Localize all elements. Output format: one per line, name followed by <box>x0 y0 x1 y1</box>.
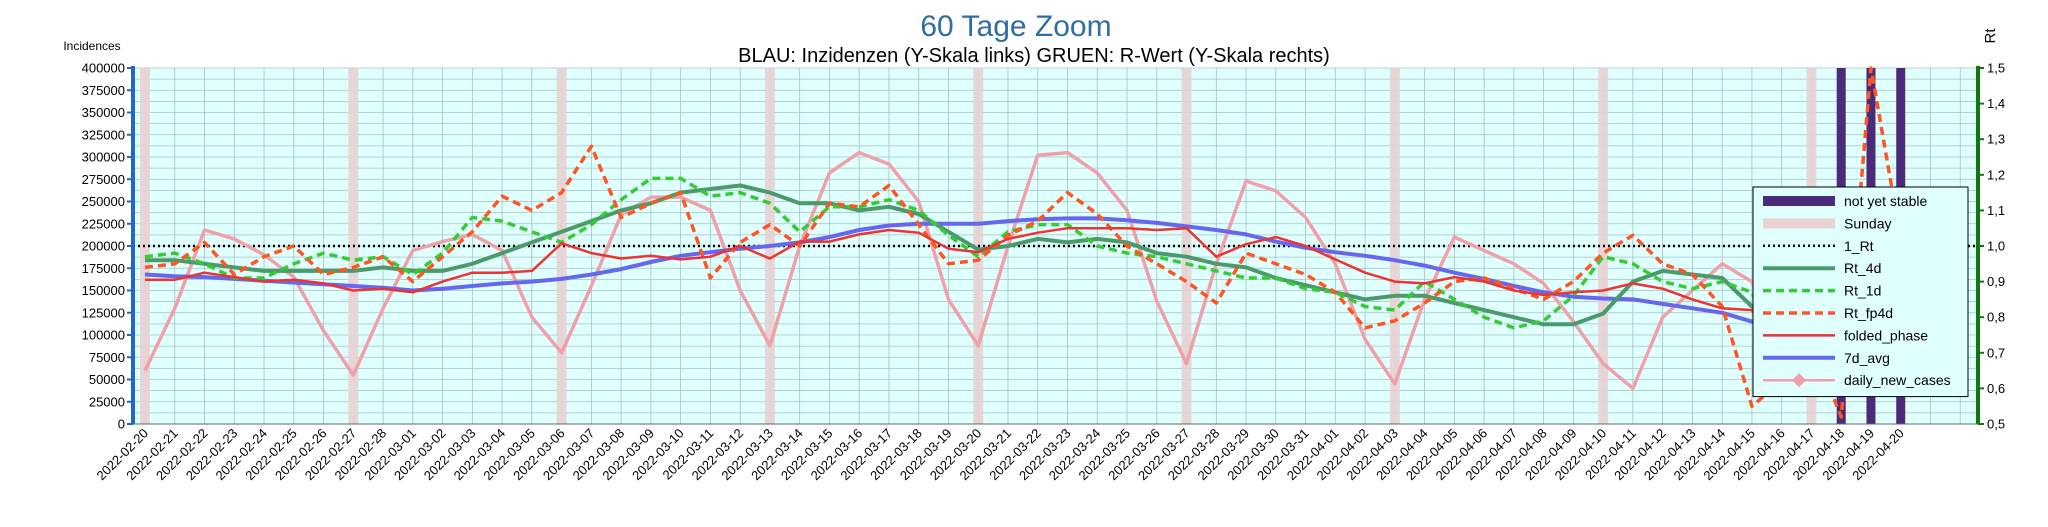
legend-label: folded_phase <box>1844 327 1928 343</box>
y2-tick-label: 0,6 <box>1987 381 2005 396</box>
legend-label: Sunday <box>1844 215 1891 231</box>
y-axis-label: Incidences <box>63 39 120 53</box>
y-tick-label: 225000 <box>82 216 125 231</box>
legend-label: not yet stable <box>1844 193 1927 209</box>
y-tick-label: 75000 <box>89 350 125 365</box>
series-line-rt-1d <box>144 176 1902 373</box>
legend-label: Rt_4d <box>1844 260 1881 276</box>
legend-label: 1_Rt <box>1844 238 1874 254</box>
y2-tick-label: 1,3 <box>1987 132 2005 147</box>
legend-label: Rt_1d <box>1844 283 1881 299</box>
legend: not yet stable Sunday 1_Rt Rt_4d Rt_1d Rt_fp4… <box>1752 186 1969 398</box>
legend-label: 7d_avg <box>1844 350 1890 366</box>
y2-tick-label: 1,1 <box>1987 203 2005 218</box>
y2-tick-label: 1,0 <box>1987 239 2005 254</box>
sunday-band <box>556 68 567 424</box>
series-line-daily-new-cases <box>143 150 1903 395</box>
y-tick-label: 150000 <box>82 283 125 298</box>
series-line-rt-4d <box>145 183 1902 337</box>
series-line-folded-phase <box>145 226 1902 392</box>
y-tick-label: 100000 <box>82 328 125 343</box>
chart-title: 60 Tage Zoom <box>920 10 1111 43</box>
legend-label: daily_new_cases <box>1844 372 1951 388</box>
legend-label: Rt_fp4d <box>1844 305 1893 321</box>
y-tick-label: 350000 <box>82 105 125 120</box>
y-tick-label: 250000 <box>82 194 125 209</box>
y-tick-label: 125000 <box>82 305 125 320</box>
y2-tick-label: 1,2 <box>1987 167 2005 182</box>
y-tick-label: 400000 <box>82 61 125 76</box>
y-tick-label: 300000 <box>82 150 125 165</box>
legend-marker <box>1791 373 1807 388</box>
series-line-rt-fp4d <box>144 66 1903 419</box>
sunday-band <box>1181 68 1192 424</box>
y-tick-label: 175000 <box>82 261 125 276</box>
y2-tick-label: 0,9 <box>1987 274 2005 289</box>
y2-tick-label: 1,5 <box>1987 61 2005 76</box>
y2-axis-label: Rt <box>1982 28 1999 44</box>
y2-tick-label: 0,7 <box>1987 345 2005 360</box>
series-line-7d-avg <box>144 216 1901 348</box>
y-tick-label: 275000 <box>82 172 125 187</box>
y-tick-label: 0 <box>118 417 125 432</box>
y2-tick-label: 0,5 <box>1987 417 2005 432</box>
chart-subtitle: BLAU: Inzidenzen (Y-Skala links) GRUEN: … <box>738 45 1330 67</box>
plot-area: 0 25000 50000 75000 100000 125000 150000 175000… <box>82 61 2005 484</box>
y-tick-label: 50000 <box>89 372 125 387</box>
y-tick-label: 375000 <box>82 83 125 98</box>
y-tick-label: 200000 <box>82 239 125 254</box>
y2-tick-label: 1,4 <box>1987 96 2005 111</box>
y-tick-label: 325000 <box>82 127 125 142</box>
y2-tick-label: 0,8 <box>1987 310 2005 325</box>
y-tick-label: 25000 <box>89 394 125 409</box>
